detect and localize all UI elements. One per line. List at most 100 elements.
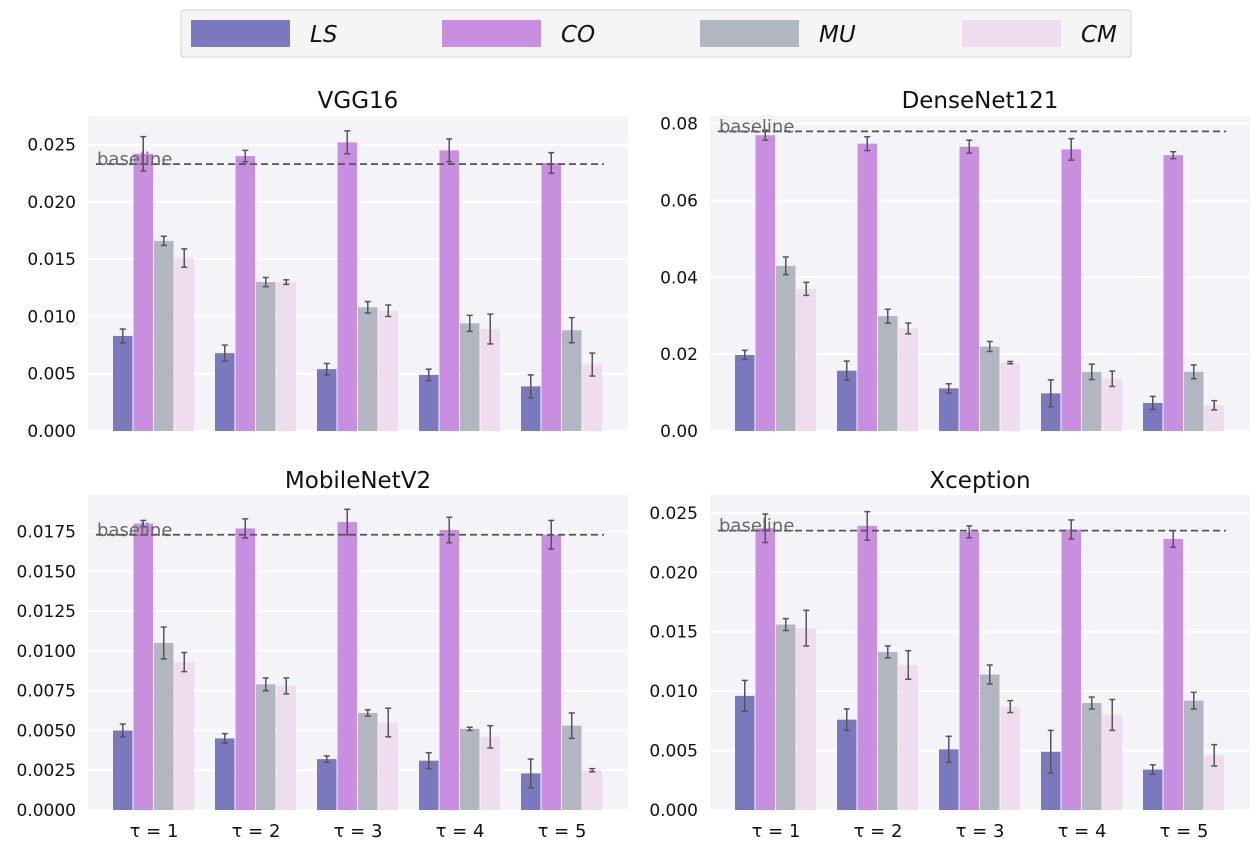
bar-ls-4 [419, 374, 439, 431]
bar-cm-4 [1102, 378, 1122, 431]
y-tick-label: 0.010 [27, 307, 76, 327]
y-tick-label: 0.0025 [17, 761, 76, 781]
bar-cm-3 [378, 722, 398, 810]
bar-ls-3 [939, 749, 959, 810]
bar-ls-5 [1143, 402, 1163, 431]
y-tick-label: 0.06 [660, 192, 698, 212]
legend-swatch-mu [700, 20, 799, 47]
bar-co-2 [857, 525, 877, 810]
bar-ls-1 [113, 730, 133, 810]
x-tick-label: τ = 3 [334, 821, 383, 842]
bar-mu-1 [154, 642, 174, 810]
bar-mu-2 [256, 684, 276, 810]
x-tick-label: τ = 1 [752, 821, 801, 842]
bar-co-2 [857, 143, 877, 431]
bar-ls-2 [215, 738, 235, 810]
bar-cm-3 [378, 310, 398, 431]
bar-cm-5 [1204, 405, 1224, 431]
bar-ls-2 [837, 370, 857, 431]
x-tick-label: τ = 3 [956, 821, 1005, 842]
bar-co-4 [1061, 149, 1081, 432]
bar-co-5 [1163, 155, 1183, 431]
bar-cm-2 [276, 282, 296, 431]
y-tick-label: 0.010 [649, 682, 698, 702]
x-tick-label: τ = 5 [538, 821, 587, 842]
bar-mu-3 [358, 307, 378, 431]
bar-ls-5 [1143, 769, 1163, 810]
legend-label-mu: MU [819, 22, 856, 48]
bar-mu-1 [776, 624, 796, 810]
y-tick-label: 0.015 [27, 250, 76, 270]
x-tick-label: τ = 4 [436, 821, 485, 842]
panel-vgg16: 0.000 0.005 0.010 0.015 0.020 0.025 VGG16 basel… [27, 88, 628, 442]
bar-ls-5 [521, 386, 541, 431]
legend-swatch-ls [191, 20, 290, 47]
y-tick-label: 0.015 [649, 623, 698, 643]
y-tick-label: 0.005 [27, 365, 76, 385]
bar-cm-3 [1000, 706, 1020, 810]
bar-co-3 [337, 522, 357, 810]
bar-co-1 [755, 528, 775, 810]
bar-cm-4 [480, 329, 500, 431]
baseline-label: baseline [97, 149, 172, 170]
legend-label-cm: CM [1081, 22, 1117, 48]
bar-cm-1 [174, 258, 194, 431]
panel-title: MobileNetV2 [285, 468, 431, 494]
panel-xception: 0.000 0.005 0.010 0.015 0.020 0.025 Xception τ … [649, 468, 1250, 842]
bar-mu-5 [1184, 700, 1204, 810]
y-tick-label: 0.0175 [17, 523, 76, 543]
bar-cm-1 [174, 662, 194, 810]
x-tick-label: τ = 5 [1160, 821, 1209, 842]
bar-mu-2 [878, 651, 898, 810]
y-tick-label: 0.000 [27, 422, 76, 442]
panel-title: Xception [929, 468, 1030, 494]
bar-mu-2 [878, 316, 898, 431]
y-tick-label: 0.025 [27, 136, 76, 156]
baseline-label: baseline [97, 520, 172, 541]
legend-label-ls: LS [310, 22, 337, 48]
bar-ls-3 [939, 388, 959, 431]
bar-co-3 [337, 142, 357, 431]
bar-mu-1 [776, 265, 796, 431]
bar-ls-4 [419, 760, 439, 810]
bar-cm-4 [480, 736, 500, 810]
bar-co-1 [133, 523, 153, 810]
panel-mobilenetv2: 0.0000 0.0025 0.0050 0.0075 0.0100 0.0125 0.01… [17, 468, 628, 842]
legend-swatch-co [442, 20, 541, 47]
bar-co-2 [235, 528, 255, 810]
bar-cm-5 [582, 770, 602, 810]
y-tick-label: 0.0050 [17, 721, 76, 741]
legend-label-co: CO [561, 22, 595, 48]
bar-cm-1 [796, 288, 816, 431]
y-tick-label: 0.02 [660, 345, 698, 365]
y-tick-label: 0.005 [649, 742, 698, 762]
bar-mu-5 [1184, 371, 1204, 431]
y-tick-label: 0.00 [660, 422, 698, 442]
bar-ls-1 [735, 354, 755, 431]
bar-mu-2 [256, 282, 276, 431]
x-tick-label: τ = 1 [130, 821, 179, 842]
bar-co-1 [755, 135, 775, 431]
bar-mu-3 [980, 674, 1000, 810]
legend-swatch-cm [962, 20, 1061, 47]
bar-co-4 [1061, 529, 1081, 810]
bar-co-3 [959, 146, 979, 432]
bar-ls-1 [113, 335, 133, 431]
bar-ls-2 [837, 719, 857, 810]
chart-panels: 0.000 0.005 0.010 0.015 0.020 0.025 VGG16 basel… [17, 88, 1250, 842]
x-tick-label: τ = 2 [232, 821, 281, 842]
bar-co-1 [133, 153, 153, 432]
bar-co-4 [439, 150, 459, 431]
bar-co-5 [541, 162, 561, 432]
y-tick-label: 0.025 [649, 504, 698, 524]
bar-co-2 [235, 156, 255, 431]
bar-cm-1 [796, 628, 816, 810]
bar-cm-4 [1102, 714, 1122, 810]
bar-mu-4 [460, 323, 480, 431]
legend: LS CO MU CM [180, 9, 1132, 58]
panel-title: DenseNet121 [902, 88, 1059, 114]
bar-ls-2 [215, 353, 235, 431]
panel-title: VGG16 [318, 88, 399, 114]
bar-ls-1 [735, 695, 755, 810]
